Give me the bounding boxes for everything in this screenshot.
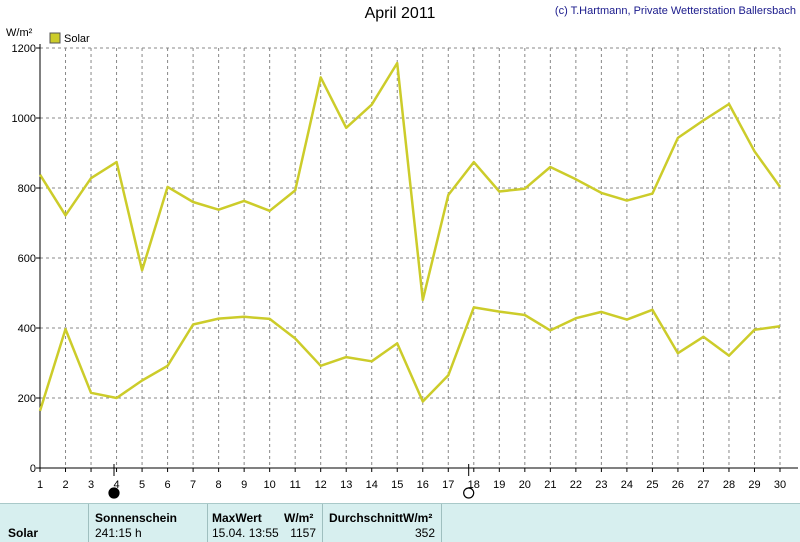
x-tick-label: 19 (493, 479, 505, 491)
x-tick-label: 8 (216, 479, 222, 491)
x-tick-label: 3 (88, 479, 94, 491)
new-moon-icon (108, 487, 120, 499)
max-cell: MaxWert W/m² 15.04. 13:55 1157 (208, 504, 323, 542)
x-tick-label: 6 (165, 479, 171, 491)
y-tick-label: 600 (18, 253, 36, 265)
series-line-avg (38, 306, 781, 412)
x-tick-label: 2 (62, 479, 68, 491)
max-label: MaxWert (212, 511, 262, 525)
max-when: 15.04. 13:55 (212, 526, 279, 540)
legend-swatch (49, 32, 61, 44)
x-tick-label: 23 (595, 479, 607, 491)
x-tick-label: 22 (570, 479, 582, 491)
y-tick-label: 1200 (12, 43, 36, 55)
x-tick-label: 27 (697, 479, 709, 491)
x-tick-label: 29 (748, 479, 760, 491)
moon-markers (108, 464, 475, 499)
x-tick-label: 12 (315, 479, 327, 491)
x-tick-label: 24 (621, 479, 633, 491)
chart-title: April 2011 (364, 5, 436, 22)
y-axis-unit: W/m² (6, 27, 33, 39)
max-unit: W/m² (284, 511, 314, 525)
x-tick-label: 14 (366, 479, 378, 491)
x-tick-label: 21 (544, 479, 556, 491)
credit-text: (c) T.Hartmann, Private Wetterstation Ba… (554, 5, 796, 17)
x-tick-label: 5 (139, 479, 145, 491)
stats-panel: Solar Sonnenschein 241:15 h MaxWert W/m²… (0, 503, 800, 542)
y-tick-labels: 0 200 400 600 800 1000 1200 (12, 43, 36, 475)
avg-value: 352 (414, 526, 435, 540)
x-tick-label: 16 (417, 479, 429, 491)
legend-label: Solar (64, 33, 90, 45)
x-tick-labels: 1 2 3 4 5 6 7 8 9 10 11 12 13 14 15 16 17 18 19 20 21 22 23 24 2… (37, 479, 786, 491)
y-tick-label: 200 (18, 393, 36, 405)
avg-label: DurchschnittW/m² (329, 511, 433, 525)
y-tick-label: 400 (18, 323, 36, 335)
x-tick-label: 11 (289, 479, 300, 491)
x-tick-label: 28 (723, 479, 735, 491)
stats-row-label-cell: Solar (0, 504, 89, 542)
x-tick-label: 25 (646, 479, 658, 491)
x-tick-label: 7 (190, 479, 196, 491)
y-tick-label: 0 (30, 463, 36, 475)
y-tick-label: 800 (18, 183, 36, 195)
x-tick-label: 30 (774, 479, 786, 491)
stats-row-label: Solar (8, 526, 39, 540)
series-line-max (38, 61, 782, 302)
x-tick-label: 13 (340, 479, 352, 491)
max-value: 1157 (290, 526, 316, 540)
chart-grid (40, 47, 781, 468)
sunshine-cell: Sonnenschein 241:15 h (89, 504, 208, 542)
y-tick-label: 1000 (12, 113, 36, 125)
x-tick-label: 1 (37, 479, 43, 491)
legend: Solar (49, 32, 90, 45)
chart-axes (36, 44, 798, 472)
x-tick-label: 10 (264, 479, 276, 491)
series-group (38, 61, 782, 412)
x-tick-label: 15 (391, 479, 403, 491)
x-tick-label: 20 (519, 479, 531, 491)
full-moon-icon (463, 487, 475, 499)
x-tick-label: 4 (113, 479, 119, 491)
sunshine-value: 241:15 h (95, 526, 142, 540)
x-tick-label: 26 (672, 479, 684, 491)
sunshine-label: Sonnenschein (95, 511, 178, 525)
avg-cell: DurchschnittW/m² 352 (323, 504, 442, 542)
x-tick-label: 9 (241, 479, 247, 491)
x-tick-label: 17 (442, 479, 454, 491)
